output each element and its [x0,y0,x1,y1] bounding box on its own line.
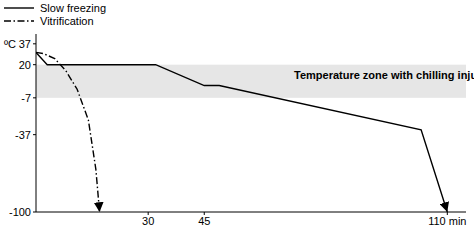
legend-label: Slow freezing [40,2,106,14]
y-axis [36,34,37,212]
y-axis-label: ºC [4,38,16,50]
legend: Slow freezingVitrification [4,2,106,27]
x-axis [36,212,466,213]
x-tick-label: 45 [198,215,210,227]
y-tick [33,212,36,213]
y-tick [33,134,36,135]
series-lines [36,52,447,212]
chart: Temperature zone with chilling injury 37 2… [0,0,474,233]
legend-swatch [4,20,34,21]
x-tick-label: 110 min [428,215,466,227]
y-tick-label: -100 [9,206,31,218]
y-tick-label: -37 [15,129,31,141]
y-tick [33,43,36,44]
series-line [36,52,100,212]
series-line [36,52,447,212]
legend-label: Vitrification [40,15,94,27]
y-tick-label: 37 [19,38,31,50]
band-labels: Temperature zone with chilling injury [294,69,474,81]
x-tick-label: 30 [142,215,154,227]
y-tick-label: -7 [21,92,31,104]
band-label: Temperature zone with chilling injury [294,69,474,81]
y-tick [33,64,36,65]
legend-swatch [4,7,34,8]
y-tick-label: 20 [19,59,31,71]
y-tick [33,97,36,98]
